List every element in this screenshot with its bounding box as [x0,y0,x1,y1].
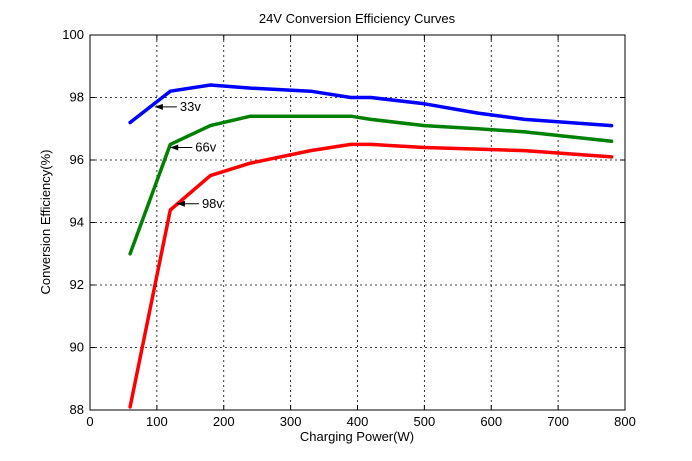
series-line-3 [128,142,614,409]
annotation-1: 33v [154,99,201,114]
annotation-label: 66v [195,140,216,155]
annotation-arrowhead [154,103,163,110]
y-tick-label: 88 [70,402,84,417]
x-axis-label: Charging Power(W) [300,429,414,444]
x-tick-label: 300 [280,414,302,429]
series-line-2 [128,114,614,256]
series-layer [128,83,614,409]
annotation-layer: 33v 66v 98v [154,99,223,211]
grid-layer [90,35,625,410]
annotation-label: 33v [180,99,201,114]
y-tick-label: 90 [70,340,84,355]
y-tick-label: 96 [70,152,84,167]
x-tick-label: 400 [347,414,369,429]
x-tick-label: 700 [547,414,569,429]
x-tick-label: 600 [480,414,502,429]
y-tick-label: 100 [62,27,84,42]
annotation-3: 98v [176,196,223,211]
x-tick-label: 100 [146,414,168,429]
annotation-arrowhead [176,200,185,207]
y-tick-label: 92 [70,277,84,292]
x-tick-label: 500 [414,414,436,429]
y-tick-label: 98 [70,90,84,105]
x-tick-label: 800 [614,414,636,429]
y-axis-label: Conversion Efficiency(%) [38,150,53,295]
y-tick-label: 94 [70,215,84,230]
tick-layer: 0 100 200 300 400 500 600 700 800 88 90 92 94 96 98 100 [62,27,636,429]
x-tick-label: 200 [213,414,235,429]
annotation-label: 98v [202,196,223,211]
series-line-1 [128,83,614,128]
annotation-2: 66v [170,140,217,155]
chart-title: 24V Conversion Efficiency Curves [259,11,456,26]
annotation-arrowhead [170,144,179,151]
x-tick-label: 0 [86,414,93,429]
